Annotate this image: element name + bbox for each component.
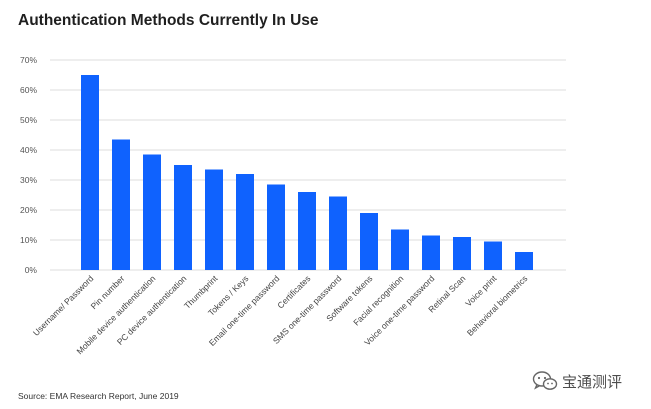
y-axis-ticks: 0% 10% 20% 30% 40% 50% 60% 70%: [20, 55, 37, 275]
source-note: Source: EMA Research Report, June 2019: [18, 391, 179, 401]
bar: [143, 154, 161, 270]
y-tick-label: 30%: [20, 175, 37, 185]
y-tick-label: 60%: [20, 85, 37, 95]
bar: [112, 139, 130, 270]
watermark: 宝通测评: [532, 370, 622, 392]
category-label: Username/ Password: [31, 273, 96, 338]
bar: [391, 229, 409, 270]
bar: [360, 213, 378, 270]
wechat-icon: [532, 371, 558, 390]
y-tick-label: 40%: [20, 145, 37, 155]
category-label: Behavioral biometrics: [465, 273, 530, 338]
y-tick-label: 10%: [20, 235, 37, 245]
bars: [81, 75, 533, 270]
y-tick-label: 70%: [20, 55, 37, 65]
bar: [298, 192, 316, 270]
bar: [267, 184, 285, 270]
bar: [329, 196, 347, 270]
y-tick-label: 50%: [20, 115, 37, 125]
bar: [174, 165, 192, 270]
bar: [81, 75, 99, 270]
bar: [515, 252, 533, 270]
bar: [453, 237, 471, 270]
y-tick-label: 0%: [25, 265, 38, 275]
bar: [205, 169, 223, 270]
y-tick-label: 20%: [20, 205, 37, 215]
bar: [236, 174, 254, 270]
watermark-text: 宝通测评: [562, 372, 623, 391]
bar: [484, 241, 502, 270]
chart-title: Authentication Methods Currently In Use: [18, 12, 319, 29]
bar: [422, 235, 440, 270]
